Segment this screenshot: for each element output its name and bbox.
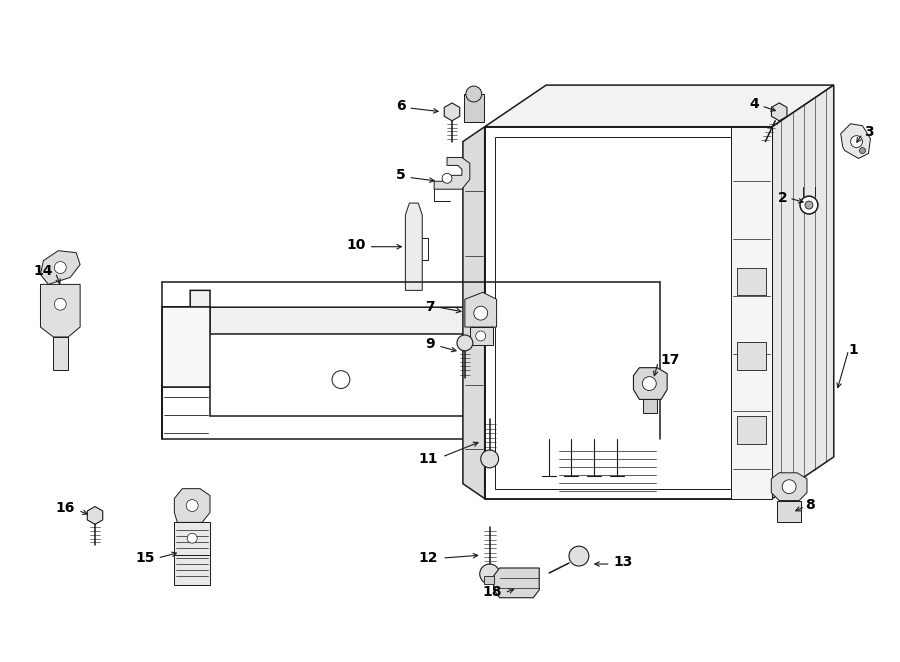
Text: 2: 2: [778, 191, 788, 205]
Circle shape: [860, 148, 866, 154]
Polygon shape: [736, 416, 766, 444]
Circle shape: [332, 371, 350, 389]
Polygon shape: [736, 267, 766, 295]
Polygon shape: [175, 489, 210, 522]
Polygon shape: [162, 350, 661, 439]
Circle shape: [782, 480, 796, 494]
Circle shape: [800, 196, 818, 214]
Polygon shape: [53, 337, 68, 369]
Text: 9: 9: [426, 337, 435, 351]
Circle shape: [54, 299, 67, 310]
Polygon shape: [175, 555, 210, 585]
Text: 18: 18: [482, 585, 501, 599]
Polygon shape: [731, 126, 772, 498]
Text: 17: 17: [661, 353, 680, 367]
Circle shape: [643, 377, 656, 391]
Polygon shape: [463, 126, 485, 498]
Text: 1: 1: [849, 343, 859, 357]
Polygon shape: [87, 506, 103, 524]
Circle shape: [569, 546, 589, 566]
Polygon shape: [644, 399, 657, 413]
Text: 7: 7: [426, 300, 435, 314]
Text: 15: 15: [135, 551, 155, 565]
Polygon shape: [162, 307, 210, 439]
Ellipse shape: [467, 406, 481, 428]
Circle shape: [473, 307, 488, 320]
Polygon shape: [493, 568, 539, 598]
Polygon shape: [634, 367, 667, 399]
Polygon shape: [485, 126, 772, 498]
Polygon shape: [434, 158, 470, 189]
Circle shape: [187, 534, 197, 544]
Text: 16: 16: [56, 502, 76, 516]
Circle shape: [481, 450, 499, 468]
Polygon shape: [405, 203, 422, 291]
Circle shape: [457, 335, 472, 351]
Polygon shape: [465, 293, 497, 327]
Polygon shape: [772, 85, 833, 498]
Polygon shape: [841, 124, 870, 158]
Circle shape: [442, 173, 452, 183]
Polygon shape: [40, 251, 80, 285]
Circle shape: [476, 331, 486, 341]
Polygon shape: [483, 576, 493, 584]
Text: 4: 4: [750, 97, 760, 111]
Polygon shape: [464, 94, 483, 122]
Ellipse shape: [467, 317, 481, 339]
Text: 12: 12: [418, 551, 438, 565]
Text: 3: 3: [865, 124, 874, 138]
Text: 6: 6: [396, 99, 405, 113]
Polygon shape: [162, 283, 661, 334]
Ellipse shape: [467, 228, 481, 250]
Circle shape: [850, 136, 862, 148]
Circle shape: [186, 500, 198, 512]
Polygon shape: [771, 103, 787, 120]
Text: 13: 13: [614, 555, 633, 569]
Text: 11: 11: [418, 452, 438, 466]
Polygon shape: [175, 522, 210, 555]
Text: 10: 10: [346, 238, 365, 252]
Text: 8: 8: [805, 498, 814, 512]
Text: 14: 14: [34, 263, 53, 277]
Polygon shape: [470, 327, 492, 345]
Circle shape: [805, 201, 813, 209]
Circle shape: [54, 261, 67, 273]
Polygon shape: [445, 103, 460, 120]
Polygon shape: [40, 285, 80, 337]
Polygon shape: [778, 500, 801, 522]
Polygon shape: [771, 473, 807, 500]
Text: 5: 5: [396, 168, 405, 182]
Polygon shape: [485, 85, 833, 126]
Circle shape: [466, 86, 482, 102]
Circle shape: [480, 564, 500, 584]
Polygon shape: [509, 350, 661, 439]
Polygon shape: [736, 342, 766, 369]
